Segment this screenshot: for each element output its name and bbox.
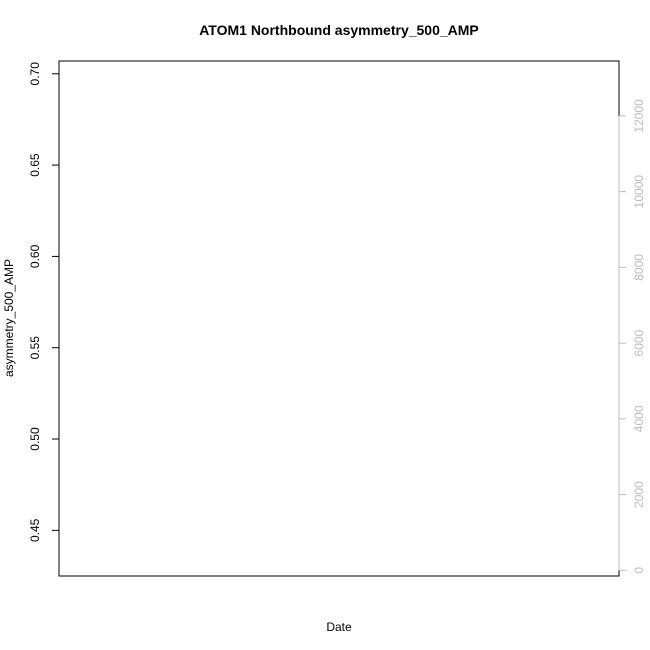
right-tick-label: 0 — [632, 567, 646, 574]
y-tick-label: 0.50 — [28, 427, 42, 451]
chart-title: ATOM1 Northbound asymmetry_500_AMP — [199, 22, 479, 38]
right-tick-label: 2000 — [632, 481, 646, 508]
y-tick-label: 0.55 — [28, 336, 42, 360]
y-axis-label: asymmetry_500_AMP — [2, 259, 16, 377]
y-tick-label: 0.65 — [28, 153, 42, 177]
axes-layer: Aug 13Aug 15Aug 17Aug 19Aug 210.450.500.… — [28, 62, 646, 574]
right-tick-label: 8000 — [632, 254, 646, 281]
y-tick-label: 0.45 — [28, 518, 42, 542]
right-tick-label: 6000 — [632, 329, 646, 356]
x-axis-label: Date — [326, 620, 352, 634]
right-tick-label: 12000 — [632, 99, 646, 133]
y-tick-label: 0.60 — [28, 244, 42, 268]
right-tick-label: 4000 — [632, 405, 646, 432]
y-tick-label: 0.70 — [28, 62, 42, 86]
right-tick-label: 10000 — [632, 175, 646, 209]
